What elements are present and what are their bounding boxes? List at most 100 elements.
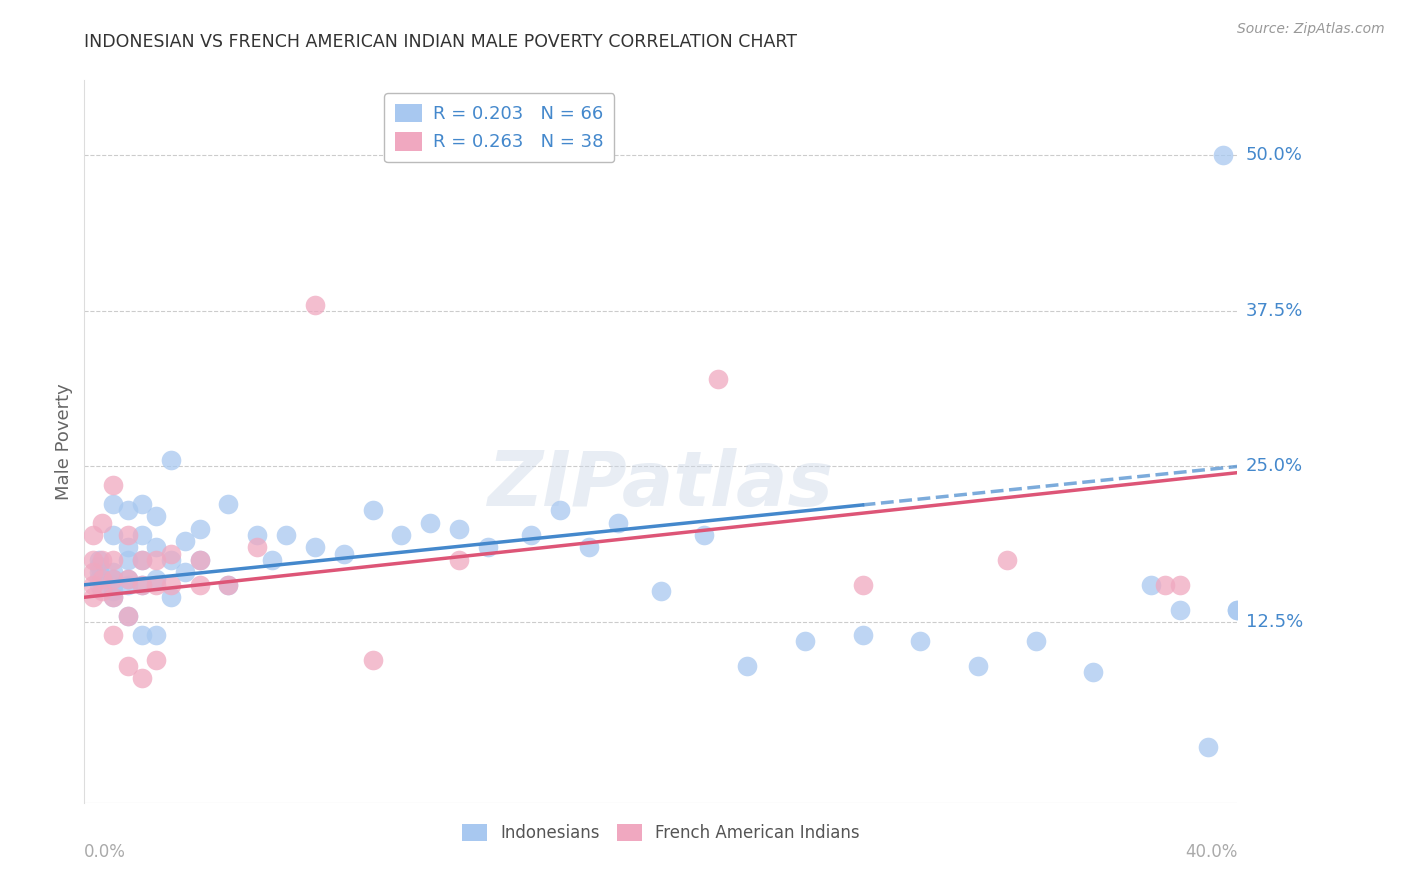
Point: [160, 553, 183, 567]
Point: [145, 572, 167, 586]
Point: [103, 478, 124, 492]
Point: [90, 516, 112, 530]
Point: [82, 591, 104, 605]
Point: [218, 497, 240, 511]
Text: Source: ZipAtlas.com: Source: ZipAtlas.com: [1237, 22, 1385, 37]
Point: [103, 572, 124, 586]
Text: 0.0%: 0.0%: [84, 843, 127, 861]
Point: [103, 572, 124, 586]
Point: [1025, 633, 1047, 648]
Point: [145, 578, 167, 592]
Text: 50.0%: 50.0%: [1246, 146, 1302, 164]
Point: [276, 528, 298, 542]
Point: [693, 528, 716, 542]
Point: [131, 553, 153, 567]
Point: [117, 658, 139, 673]
Point: [103, 591, 124, 605]
Point: [246, 541, 269, 555]
Point: [117, 541, 139, 555]
Point: [449, 553, 471, 567]
Point: [361, 503, 384, 517]
Point: [246, 528, 269, 542]
Point: [131, 553, 153, 567]
Point: [1168, 578, 1191, 592]
Point: [82, 578, 104, 592]
Point: [995, 553, 1018, 567]
Point: [188, 522, 211, 536]
Point: [707, 372, 730, 386]
Point: [391, 528, 413, 542]
Point: [188, 553, 211, 567]
Text: ZIPatlas: ZIPatlas: [488, 448, 834, 522]
Point: [87, 553, 110, 567]
Point: [449, 522, 471, 536]
Point: [910, 633, 932, 648]
Point: [477, 541, 499, 555]
Point: [82, 528, 104, 542]
Point: [87, 559, 110, 574]
Point: [1226, 603, 1249, 617]
Text: 37.5%: 37.5%: [1246, 301, 1303, 319]
Point: [117, 553, 139, 567]
Point: [131, 578, 153, 592]
Point: [90, 553, 112, 567]
Point: [131, 528, 153, 542]
Point: [82, 553, 104, 567]
Point: [1168, 603, 1191, 617]
Point: [188, 578, 211, 592]
Legend: Indonesians, French American Indians: Indonesians, French American Indians: [456, 817, 866, 848]
Point: [145, 509, 167, 524]
Text: 12.5%: 12.5%: [1246, 613, 1303, 632]
Point: [87, 572, 110, 586]
Y-axis label: Male Poverty: Male Poverty: [55, 384, 73, 500]
Point: [260, 553, 283, 567]
Point: [852, 627, 875, 641]
Point: [606, 516, 628, 530]
Point: [131, 497, 153, 511]
Point: [131, 627, 153, 641]
Point: [87, 578, 110, 592]
Point: [160, 591, 183, 605]
Point: [103, 497, 124, 511]
Point: [520, 528, 543, 542]
Point: [1240, 603, 1263, 617]
Point: [145, 541, 167, 555]
Point: [1140, 578, 1163, 592]
Point: [188, 553, 211, 567]
Point: [578, 541, 600, 555]
Point: [1154, 578, 1177, 592]
Point: [548, 503, 571, 517]
Point: [737, 658, 759, 673]
Point: [103, 591, 124, 605]
Point: [1198, 739, 1220, 754]
Point: [103, 553, 124, 567]
Point: [131, 671, 153, 685]
Point: [218, 578, 240, 592]
Point: [103, 528, 124, 542]
Point: [1083, 665, 1105, 679]
Text: INDONESIAN VS FRENCH AMERICAN INDIAN MALE POVERTY CORRELATION CHART: INDONESIAN VS FRENCH AMERICAN INDIAN MAL…: [84, 33, 797, 52]
Point: [333, 547, 356, 561]
Point: [87, 566, 110, 580]
Point: [650, 584, 672, 599]
Point: [117, 609, 139, 624]
Point: [90, 572, 112, 586]
Point: [160, 453, 183, 467]
Point: [90, 584, 112, 599]
Point: [103, 584, 124, 599]
Point: [174, 534, 197, 549]
Point: [117, 528, 139, 542]
Point: [967, 658, 990, 673]
Point: [174, 566, 197, 580]
Point: [794, 633, 817, 648]
Point: [304, 541, 326, 555]
Point: [103, 627, 124, 641]
Point: [160, 547, 183, 561]
Point: [145, 652, 167, 666]
Point: [131, 578, 153, 592]
Point: [117, 609, 139, 624]
Point: [117, 572, 139, 586]
Text: 25.0%: 25.0%: [1246, 458, 1303, 475]
Point: [103, 578, 124, 592]
Point: [160, 578, 183, 592]
